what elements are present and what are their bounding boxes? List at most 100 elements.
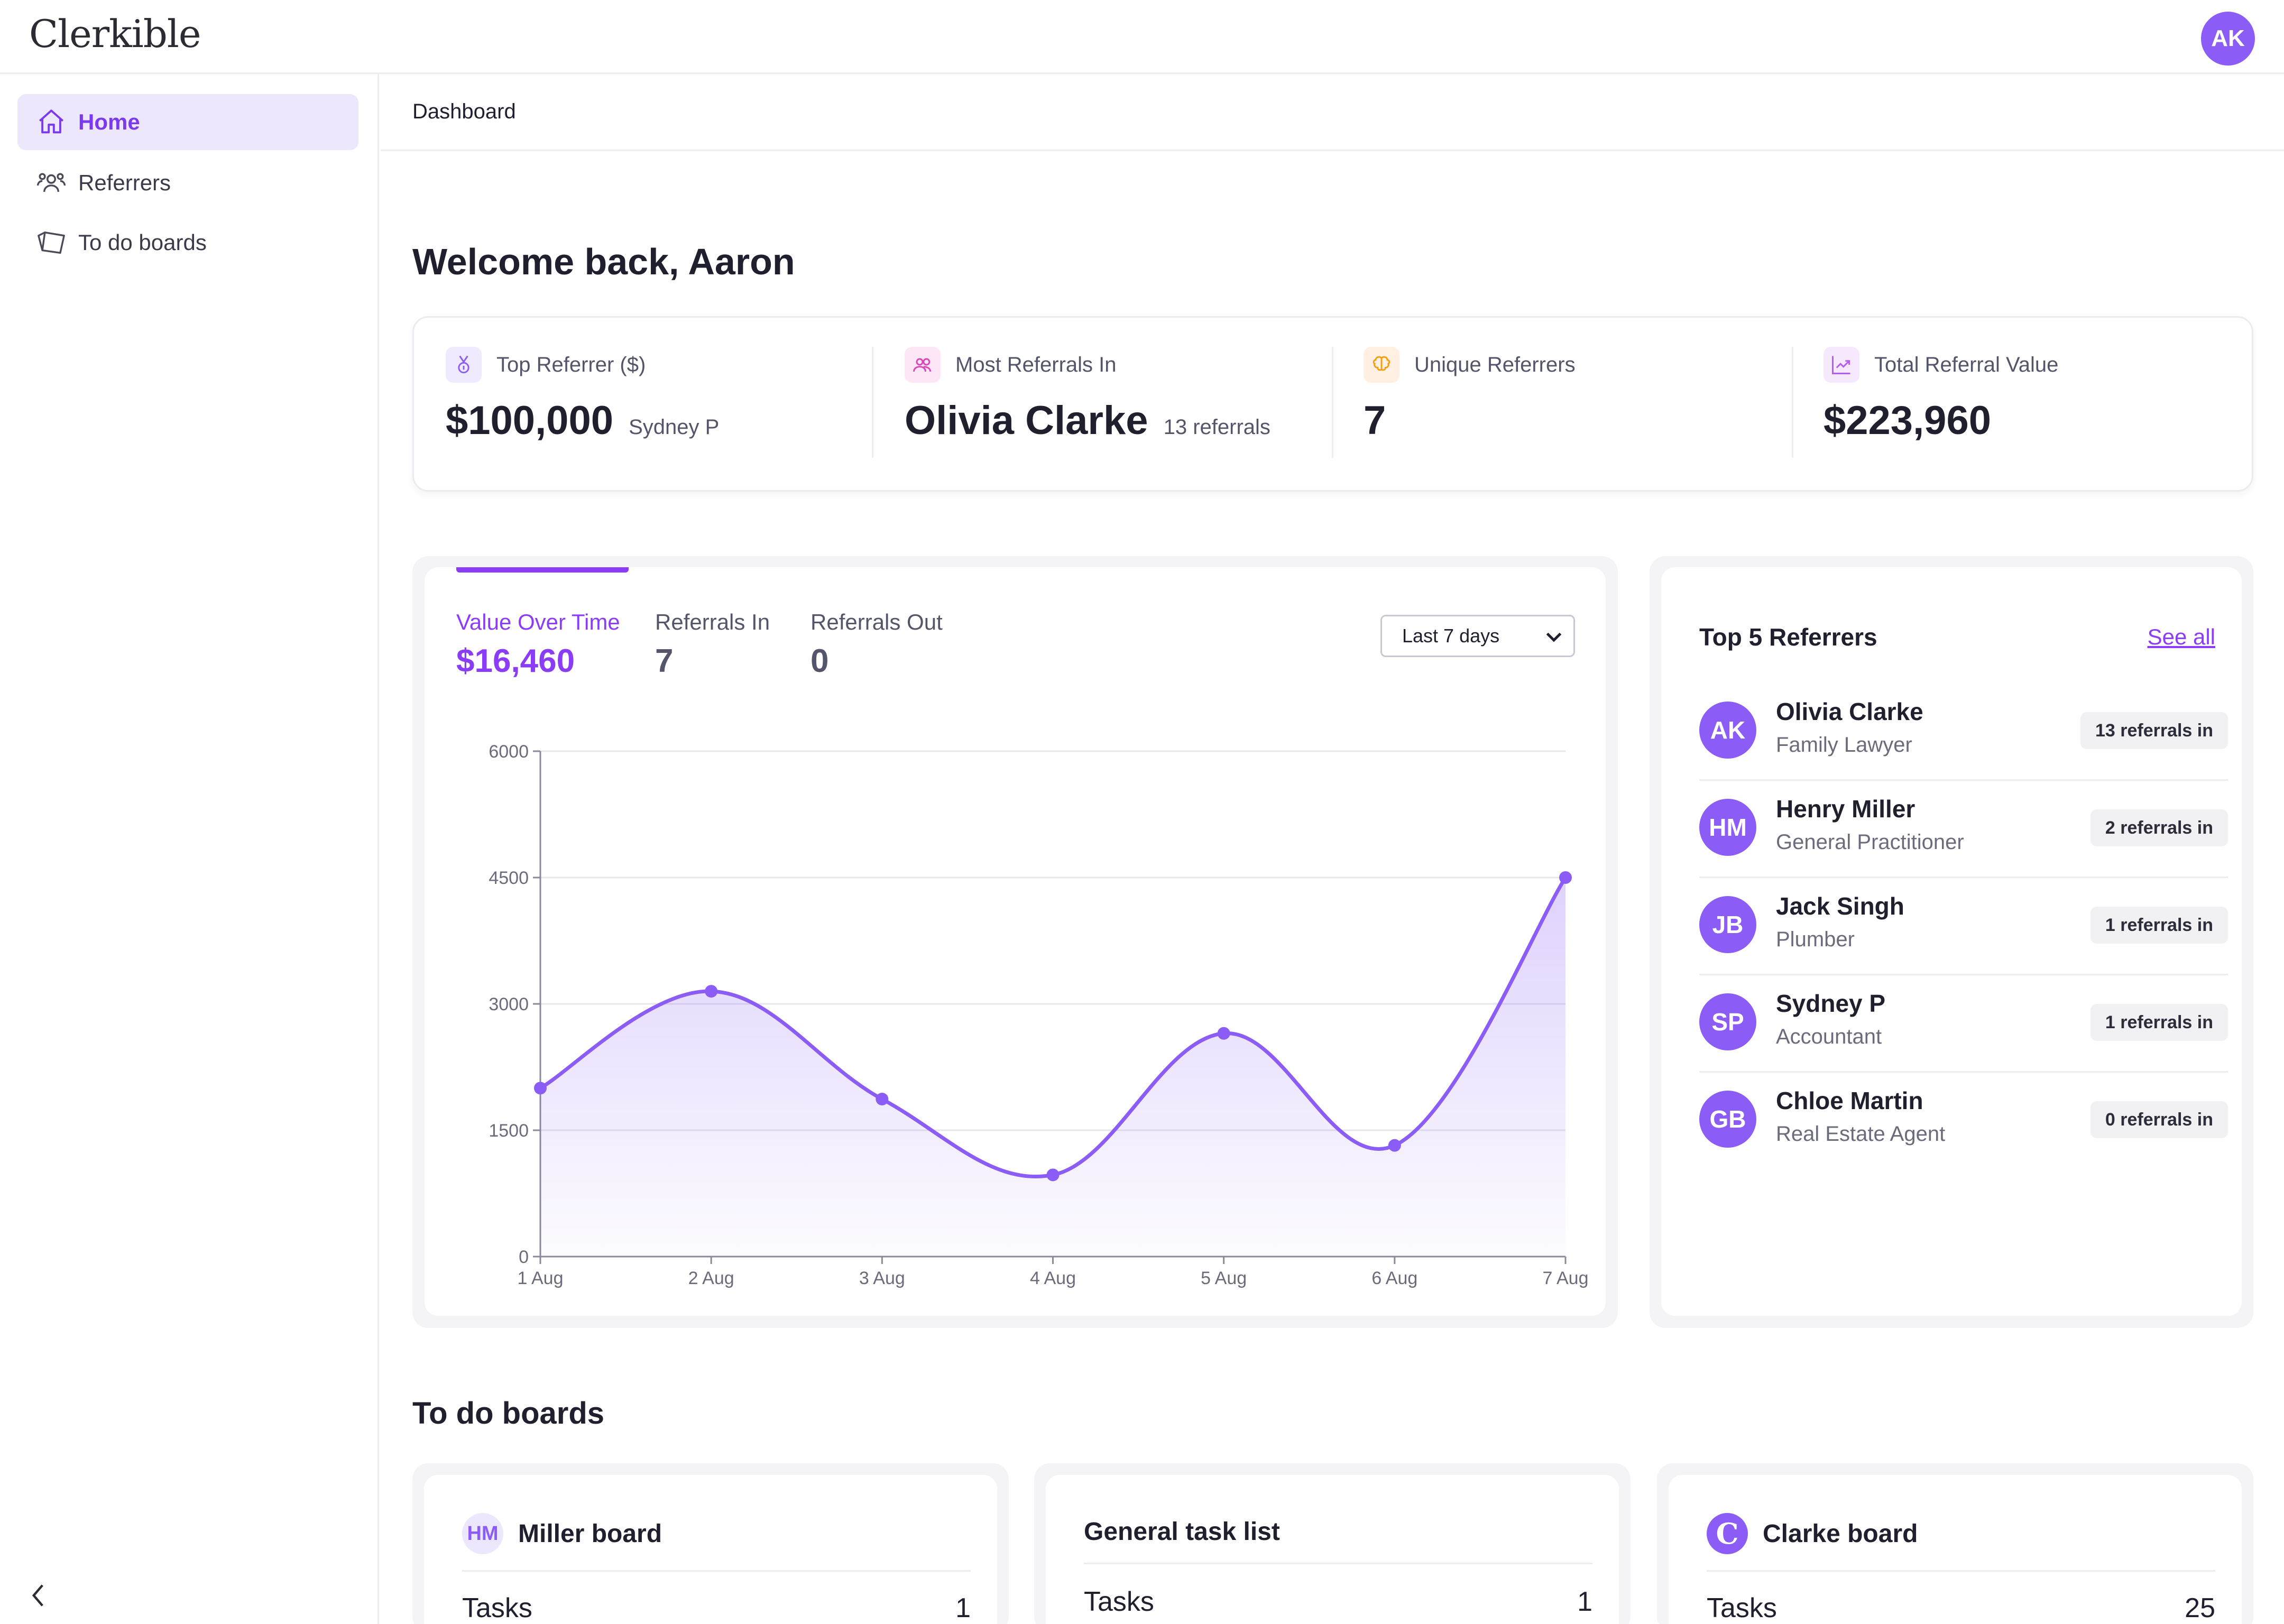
stat-top-referrer: Top Referrer ($) $100,000 Sydney P xyxy=(446,347,719,463)
referrer-role: Plumber xyxy=(1776,928,1855,951)
top-referrers-panel: Top 5 Referrers See all AK Olivia Clarke… xyxy=(1661,567,2242,1316)
stat-subtext: Sydney P xyxy=(629,416,720,439)
series-line xyxy=(539,876,1567,1179)
referral-count-badge: 1 referrals in xyxy=(2090,907,2228,944)
data-point xyxy=(1388,1139,1401,1152)
avatar: JB xyxy=(1699,896,1756,953)
board-name: Clarke board xyxy=(1763,1519,1918,1548)
tab-label: Value Over Time xyxy=(456,610,620,634)
tab-value: 0 xyxy=(811,643,829,679)
stat-label: Unique Referrers xyxy=(1414,353,1576,376)
stat-total-value: Total Referral Value $223,960 xyxy=(1823,347,2058,463)
board-tasks-row: Tasks 25 xyxy=(1707,1592,2215,1624)
sidebar-item-todo-boards[interactable]: To do boards xyxy=(17,215,358,271)
breadcrumb: Dashboard xyxy=(381,74,2284,151)
y-tick-label: 3000 xyxy=(489,994,529,1014)
tab-referrals-out[interactable]: Referrals Out 0 xyxy=(811,610,943,680)
board-name: Miller board xyxy=(518,1519,662,1548)
date-range-value: Last 7 days xyxy=(1402,625,1500,647)
board-miller[interactable]: HM Miller board Tasks 1 xyxy=(424,1475,997,1624)
y-tick-label: 4500 xyxy=(489,868,529,888)
series-area xyxy=(540,878,1565,1257)
stat-label: Total Referral Value xyxy=(1874,353,2059,376)
y-tick-label: 1500 xyxy=(489,1121,529,1141)
referrer-row[interactable]: GB Chloe Martin Real Estate Agent 0 refe… xyxy=(1699,1073,2228,1170)
board-icon xyxy=(38,231,65,254)
y-tick-label: 0 xyxy=(519,1247,529,1267)
brain-icon xyxy=(1364,347,1399,383)
tasks-label: Tasks xyxy=(1084,1586,1154,1617)
referrer-name: Jack Singh xyxy=(1776,892,1904,920)
board-clarke[interactable]: C Clarke board Tasks 25 xyxy=(1669,1475,2242,1624)
x-tick-label: 7 Aug xyxy=(1543,1268,1589,1288)
referrer-role: Real Estate Agent xyxy=(1776,1122,1946,1146)
people-icon xyxy=(905,347,941,383)
tab-value-over-time[interactable]: Value Over Time $16,460 xyxy=(456,610,620,680)
sidebar-item-referrers[interactable]: Referrers xyxy=(17,155,358,211)
top-bar: Clerkible AK xyxy=(0,0,2284,74)
board-name: General task list xyxy=(1084,1518,1280,1546)
sidebar-collapse-button[interactable] xyxy=(25,1583,51,1608)
chevron-down-icon xyxy=(1546,632,1562,642)
board-avatar: C xyxy=(1707,1513,1748,1554)
referral-count-badge: 1 referrals in xyxy=(2090,1004,2228,1041)
board-divider xyxy=(1084,1563,1592,1564)
home-icon xyxy=(39,109,64,134)
trend-chart-icon xyxy=(1823,347,1859,383)
stat-most-referrals: Most Referrals In Olivia Clarke 13 refer… xyxy=(905,347,1270,463)
tasks-label: Tasks xyxy=(1707,1593,1777,1623)
stat-value: 7 xyxy=(1364,398,1386,443)
board-general[interactable]: General task list Tasks 1 xyxy=(1046,1475,1619,1624)
user-avatar[interactable]: AK xyxy=(2201,12,2255,66)
referrer-row[interactable]: AK Olivia Clarke Family Lawyer 13 referr… xyxy=(1699,684,2228,781)
breadcrumb-item[interactable]: Dashboard xyxy=(412,100,516,123)
data-point xyxy=(1046,1168,1060,1182)
sidebar-item-label: Home xyxy=(78,109,140,134)
stat-subtext: 13 referrals xyxy=(1163,416,1270,439)
referral-count-badge: 0 referrals in xyxy=(2090,1101,2228,1138)
tasks-count: 1 xyxy=(955,1593,971,1623)
avatar: GB xyxy=(1699,1091,1756,1148)
tasks-count: 1 xyxy=(1577,1586,1592,1617)
stat-divider xyxy=(1792,347,1793,458)
date-range-select[interactable]: Last 7 days xyxy=(1380,615,1575,657)
see-all-link[interactable]: See all xyxy=(2147,624,2215,649)
x-tick-label: 2 Aug xyxy=(688,1268,734,1288)
app-logo[interactable]: Clerkible xyxy=(29,12,201,56)
referrer-row[interactable]: HM Henry Miller General Practitioner 2 r… xyxy=(1699,781,2228,878)
board-card: C Clarke board Tasks 25 xyxy=(1657,1463,2253,1624)
data-point xyxy=(1217,1027,1230,1040)
stat-value: $100,000 xyxy=(446,398,613,443)
stat-divider xyxy=(872,347,873,458)
board-divider xyxy=(1707,1570,2215,1572)
board-tasks-row: Tasks 1 xyxy=(1084,1586,1592,1618)
top-referrers-title: Top 5 Referrers xyxy=(1699,623,1877,651)
stat-unique-referrers: Unique Referrers 7 xyxy=(1364,347,1576,463)
avatar: SP xyxy=(1699,993,1756,1050)
data-point xyxy=(876,1093,889,1106)
x-tick-label: 5 Aug xyxy=(1201,1268,1247,1288)
board-card: HM Miller board Tasks 1 xyxy=(412,1463,1009,1624)
sidebar: Home Referrers To do boards xyxy=(0,74,379,1624)
referrer-row[interactable]: JB Jack Singh Plumber 1 referrals in xyxy=(1699,878,2228,975)
referrer-row[interactable]: SP Sydney P Accountant 1 referrals in xyxy=(1699,975,2228,1073)
sidebar-item-label: Referrers xyxy=(78,170,171,195)
referral-count-badge: 2 referrals in xyxy=(2090,809,2228,846)
data-point xyxy=(1559,871,1572,884)
x-tick-label: 1 Aug xyxy=(518,1268,564,1288)
referral-count-badge: 13 referrals in xyxy=(2080,712,2228,749)
sidebar-item-home[interactable]: Home xyxy=(17,94,358,150)
board-divider xyxy=(462,1570,971,1572)
avatar: HM xyxy=(1699,799,1756,856)
tab-label: Referrals In xyxy=(655,610,770,634)
tab-label: Referrals Out xyxy=(811,610,943,634)
sidebar-item-label: To do boards xyxy=(78,230,207,255)
page-title: Welcome back, Aaron xyxy=(412,241,795,282)
stat-value: Olivia Clarke xyxy=(905,398,1148,443)
data-point xyxy=(534,1082,547,1095)
chart-card: Value Over Time $16,460 Referrals In 7 R… xyxy=(412,556,1618,1328)
tab-value: $16,460 xyxy=(456,643,575,679)
tab-referrals-in[interactable]: Referrals In 7 xyxy=(655,610,770,680)
todo-section-title: To do boards xyxy=(412,1396,605,1431)
board-tasks-row: Tasks 1 xyxy=(462,1592,971,1624)
